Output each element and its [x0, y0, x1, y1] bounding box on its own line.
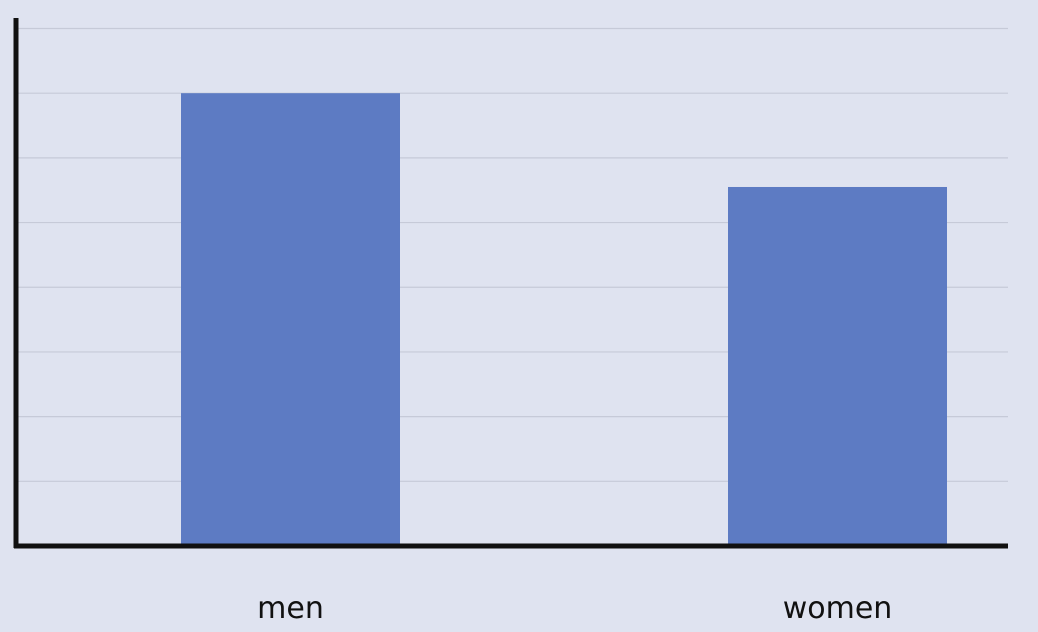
x-tick-labels: men women [257, 591, 892, 626]
axes [13, 18, 1008, 549]
bar-women [728, 186, 947, 546]
x-tick-label-men: men [257, 591, 324, 626]
bars [181, 93, 947, 546]
x-tick-label-women: women [783, 591, 893, 626]
bar-men [181, 93, 400, 546]
